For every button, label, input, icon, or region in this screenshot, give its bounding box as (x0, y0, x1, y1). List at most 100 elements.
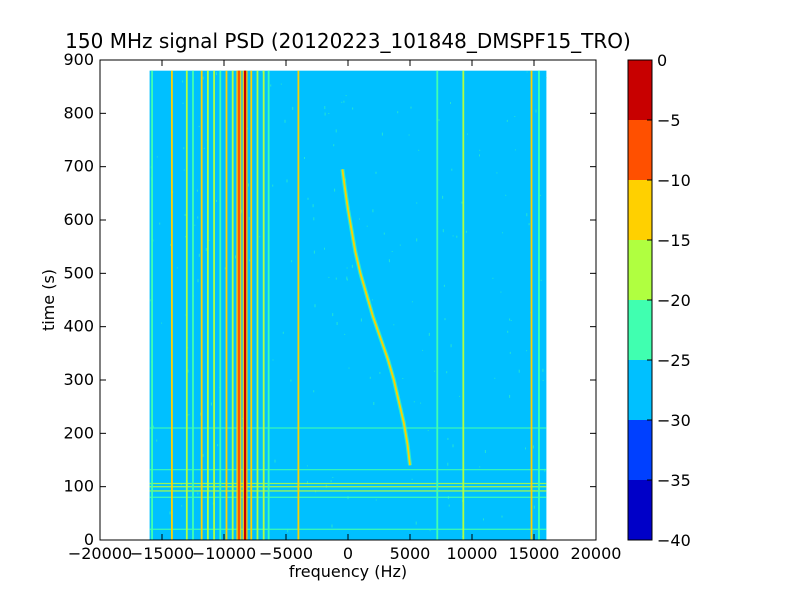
noise-speckle (334, 188, 336, 192)
noise-speckle (159, 222, 161, 225)
noise-speckle (313, 250, 315, 254)
noise-speckle (197, 216, 199, 219)
noise-speckle (210, 402, 212, 406)
y-axis: 0 100 200 300 400 500 600 700 800 900 (63, 50, 596, 549)
y-tick-label: 0 (84, 530, 94, 549)
noise-speckle (526, 71, 528, 73)
noise-speckle (467, 133, 468, 135)
noise-speckle (413, 401, 415, 403)
noise-speckle (183, 147, 185, 150)
noise-speckle (249, 259, 251, 262)
noise-speckle (447, 462, 449, 466)
noise-speckle (416, 202, 418, 204)
x-tick-label: 15000 (509, 544, 560, 563)
y-tick-label: 700 (63, 157, 94, 176)
noise-speckle (450, 344, 452, 348)
noise-speckle (149, 299, 151, 302)
noise-speckle (359, 218, 360, 220)
noise-speckle (259, 236, 261, 238)
noise-speckle (176, 267, 178, 269)
noise-speckle (215, 72, 217, 76)
noise-speckle (335, 129, 337, 133)
noise-speckle (383, 232, 385, 235)
noise-speckle (429, 530, 431, 532)
noise-speckle (542, 368, 544, 372)
noise-speckle (451, 168, 453, 171)
noise-speckle (411, 301, 413, 303)
x-tick-label: 20000 (571, 544, 622, 563)
noise-speckle (442, 195, 444, 199)
noise-speckle (197, 492, 199, 495)
noise-speckle (542, 379, 544, 381)
spectrogram-background (149, 70, 547, 540)
x-tick-label: −5000 (259, 544, 313, 563)
noise-speckle (509, 394, 511, 398)
noise-speckle (484, 450, 486, 453)
noise-speckle (525, 447, 526, 450)
noise-speckle (312, 204, 314, 208)
colorbar-band (628, 240, 652, 300)
noise-speckle (217, 444, 219, 447)
noise-speckle (286, 179, 288, 183)
noise-speckle (188, 414, 190, 416)
noise-speckle (496, 172, 498, 174)
colorbar-band (628, 300, 652, 360)
colorbar-tick-label: −40 (657, 531, 691, 550)
noise-speckle (248, 183, 249, 187)
noise-speckle (502, 232, 504, 234)
noise-speckle (346, 276, 348, 280)
noise-speckle (182, 80, 184, 83)
colorbar-tick-label: 0 (657, 51, 667, 70)
noise-speckle (330, 480, 332, 483)
noise-speckle (479, 466, 481, 468)
chart-title: 150 MHz signal PSD (20120223_101848_DMSP… (65, 29, 631, 53)
noise-speckle (270, 84, 272, 87)
noise-speckle (393, 324, 395, 326)
noise-speckle (526, 350, 528, 352)
noise-speckle (224, 267, 226, 270)
noise-speckle (518, 369, 520, 373)
noise-speckle (366, 225, 368, 227)
noise-speckle (284, 119, 286, 123)
noise-speckle (169, 511, 171, 515)
noise-speckle (528, 223, 530, 226)
noise-speckle (336, 322, 338, 325)
x-tick-label: −15000 (130, 544, 194, 563)
noise-speckle (235, 255, 236, 259)
noise-speckle (272, 184, 274, 187)
noise-speckle (459, 395, 461, 397)
noise-speckle (184, 213, 186, 216)
noise-speckle (203, 147, 205, 149)
noise-speckle (483, 518, 484, 521)
noise-speckle (272, 359, 274, 361)
noise-speckle (388, 259, 390, 263)
y-tick-label: 400 (63, 317, 94, 336)
noise-speckle (532, 445, 534, 449)
noise-speckle (346, 278, 348, 281)
noise-speckle (492, 277, 494, 279)
noise-speckle (187, 414, 189, 416)
y-tick-label: 100 (63, 477, 94, 496)
noise-speckle (241, 209, 242, 213)
noise-speckle (307, 481, 308, 484)
colorbar-tick-label: −30 (657, 411, 691, 430)
noise-speckle (313, 390, 315, 393)
noise-speckle (182, 102, 184, 104)
y-tick-label: 800 (63, 103, 94, 122)
noise-speckle (280, 83, 282, 85)
noise-speckle (307, 197, 309, 200)
noise-speckle (200, 412, 202, 416)
noise-speckle (410, 106, 412, 109)
colorbar-tick-label: −25 (657, 351, 691, 370)
noise-speckle (494, 377, 496, 379)
noise-speckle (344, 333, 346, 335)
noise-speckle (500, 291, 502, 293)
noise-speckle (290, 379, 292, 382)
noise-speckle (448, 504, 450, 507)
noise-speckle (397, 111, 399, 114)
doppler-trace-layer (340, 169, 412, 466)
noise-speckle (313, 217, 315, 221)
noise-speckle (304, 157, 305, 159)
x-tick-label: 5000 (390, 544, 431, 563)
